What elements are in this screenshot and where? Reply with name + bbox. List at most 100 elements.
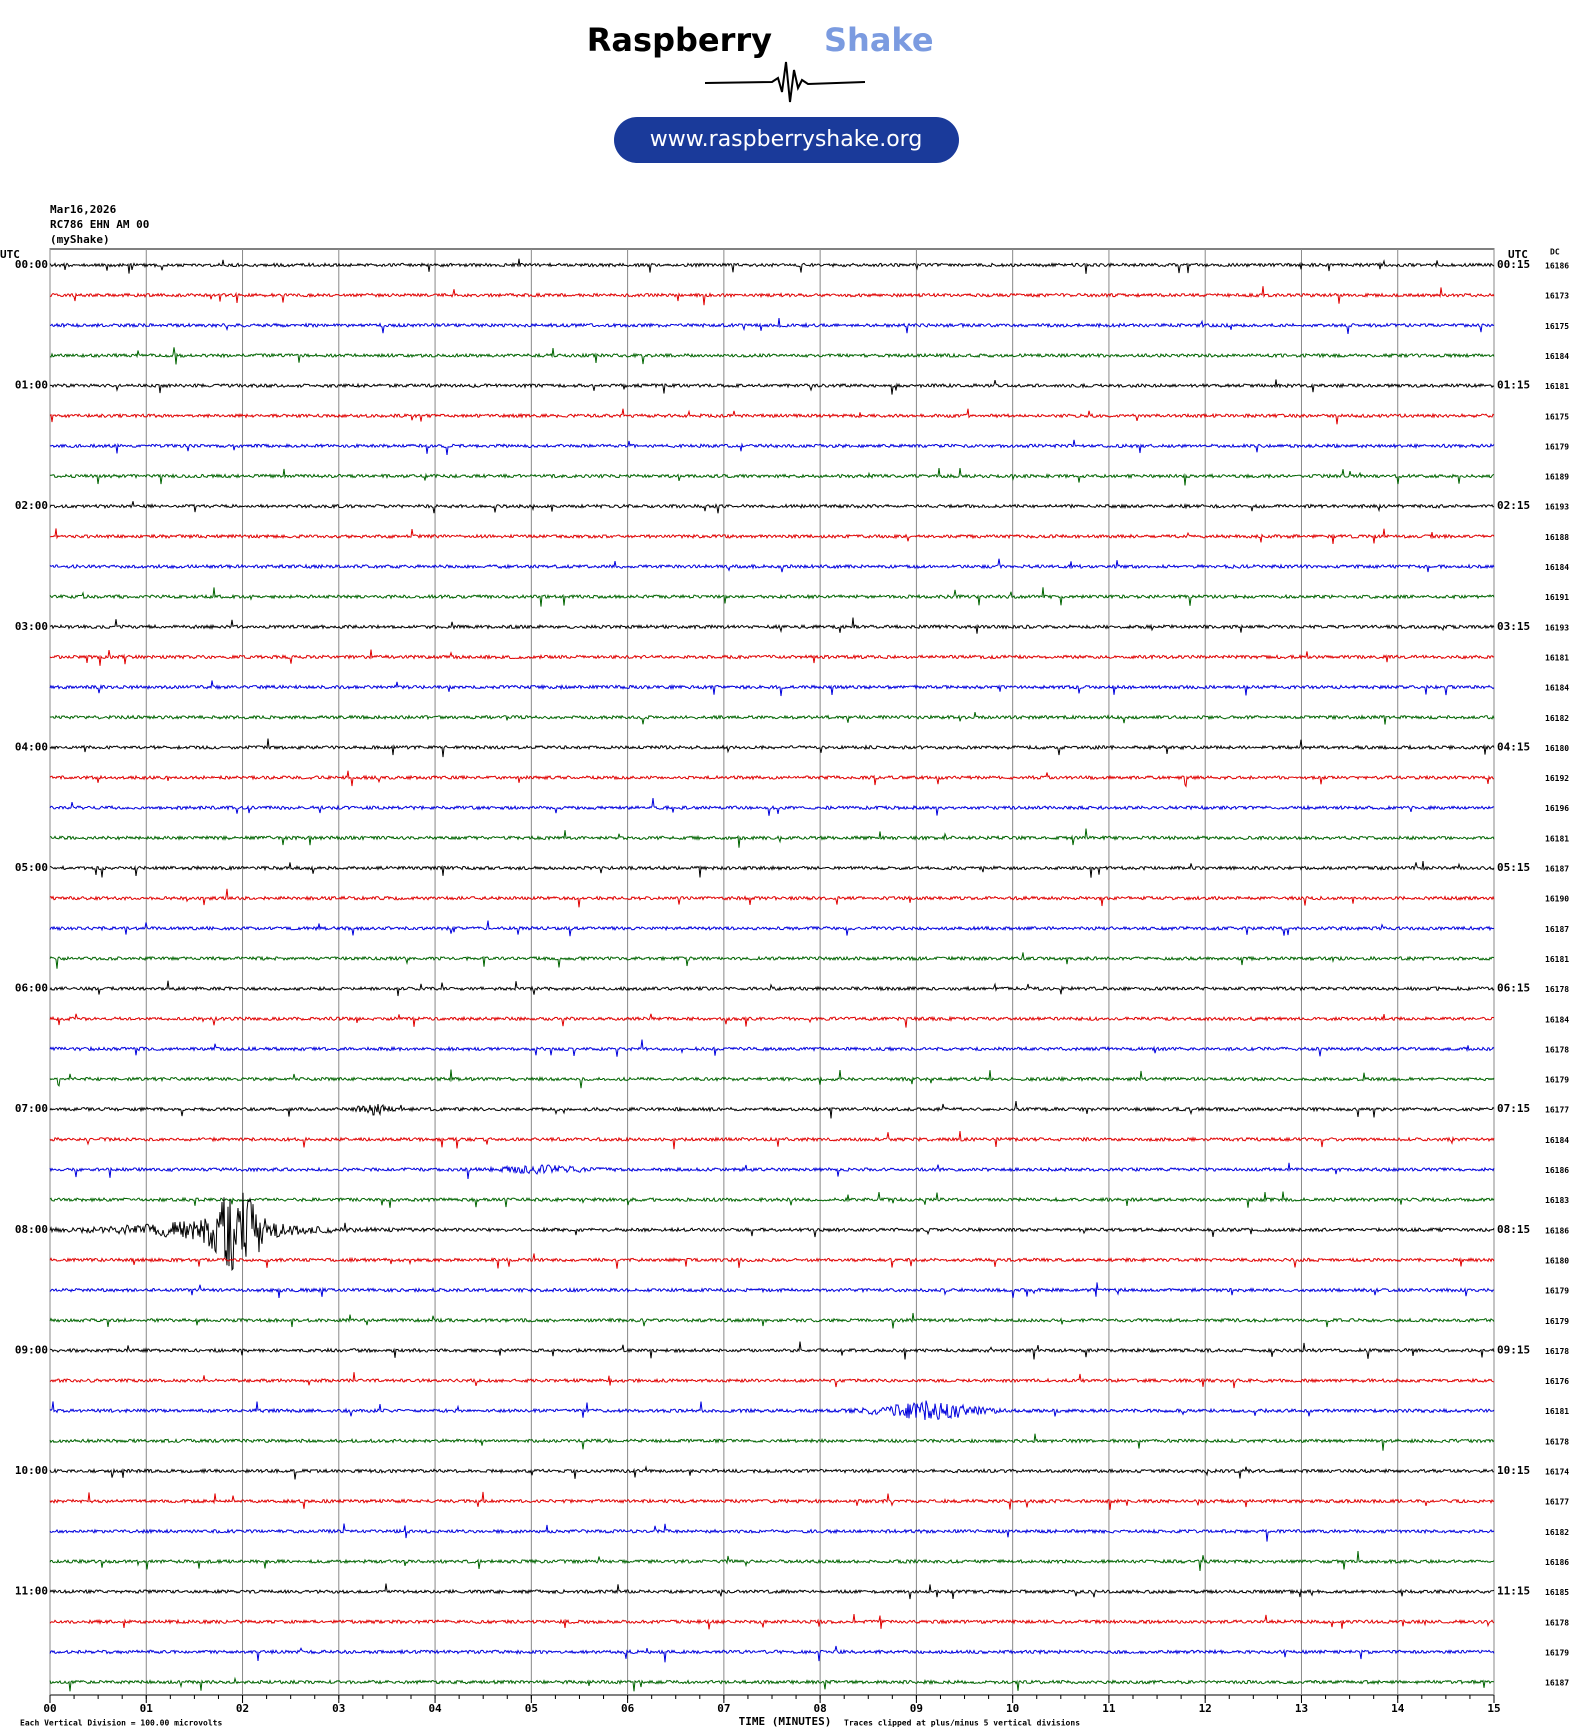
x-tick-label: 01 [140, 1702, 154, 1715]
trace [49, 1131, 1495, 1150]
trace [49, 558, 1495, 573]
x-tick-label: 09 [910, 1702, 923, 1715]
dc-value: 16180 [1545, 1256, 1569, 1265]
row-time-right: 07:15 [1497, 1102, 1530, 1115]
dc-value: 16184 [1545, 352, 1569, 361]
trace [49, 797, 1495, 816]
x-tick-label: 15 [1487, 1702, 1500, 1715]
row-time-right: 06:15 [1497, 982, 1530, 995]
scale-note: Each Vertical Division = 100.00 microvol… [20, 1718, 222, 1728]
row-time-left: 03:00 [15, 620, 48, 633]
dc-value: 16186 [1545, 1166, 1569, 1175]
trace [49, 711, 1495, 725]
row-time-left: 11:00 [15, 1585, 48, 1598]
dc-value: 16176 [1545, 1377, 1569, 1386]
clip-note: Traces clipped at plus/minus 5 vertical … [844, 1718, 1080, 1728]
trace [49, 1523, 1495, 1542]
dc-value: 16177 [1545, 1498, 1569, 1507]
trace [49, 379, 1495, 395]
x-tick-label: 11 [1102, 1702, 1116, 1715]
trace [49, 1341, 1495, 1360]
trace [49, 1253, 1495, 1269]
dc-value: 16193 [1545, 623, 1569, 632]
trace [49, 1162, 1495, 1179]
row-time-right: 08:15 [1497, 1223, 1530, 1236]
trace [49, 1192, 1495, 1272]
dc-value: 16186 [1545, 1226, 1569, 1235]
dc-value: 16184 [1545, 563, 1569, 572]
dc-value: 16181 [1545, 382, 1569, 391]
dc-value: 16187 [1545, 925, 1569, 934]
dc-value: 16179 [1545, 1648, 1569, 1657]
trace [49, 1614, 1495, 1630]
trace [49, 258, 1495, 274]
right-axis-title: UTC [1508, 248, 1528, 261]
trace [49, 468, 1495, 486]
trace [49, 828, 1495, 848]
trace [49, 587, 1495, 607]
trace [49, 617, 1495, 634]
header-line: RC786 EHN AM 00 [50, 218, 149, 231]
dc-value: 16184 [1545, 684, 1569, 693]
row-time-right: 05:15 [1497, 861, 1530, 874]
dc-value: 16188 [1545, 533, 1569, 542]
dc-value: 16180 [1545, 744, 1569, 753]
trace [49, 1491, 1495, 1510]
row-time-right: 00:15 [1497, 258, 1530, 271]
dc-value: 16178 [1545, 1045, 1569, 1054]
row-time-right: 09:15 [1497, 1343, 1530, 1356]
dc-value: 16182 [1545, 1528, 1569, 1537]
header-line: (myShake) [50, 233, 110, 246]
row-time-right: 10:15 [1497, 1464, 1530, 1477]
trace [49, 1400, 1495, 1421]
brand-first: Raspberry [587, 21, 772, 59]
trace [49, 738, 1495, 758]
trace [49, 680, 1495, 697]
row-time-right: 01:15 [1497, 379, 1530, 392]
dc-value: 16186 [1545, 1558, 1569, 1567]
dc-value: 16175 [1545, 322, 1569, 331]
dc-title: DC [1550, 248, 1560, 257]
trace [49, 1101, 1495, 1119]
x-tick-label: 06 [621, 1702, 635, 1715]
dc-value: 16181 [1545, 1407, 1569, 1416]
x-tick-label: 12 [1199, 1702, 1212, 1715]
trace [49, 1069, 1495, 1089]
trace [49, 1282, 1495, 1298]
trace [49, 286, 1495, 306]
trace [49, 318, 1495, 334]
dc-value: 16178 [1545, 1437, 1569, 1446]
row-time-right: 11:15 [1497, 1585, 1530, 1598]
row-time-left: 04:00 [15, 740, 48, 753]
dc-value: 16185 [1545, 1588, 1569, 1597]
row-time-right: 03:15 [1497, 620, 1530, 633]
x-tick-label: 07 [717, 1702, 730, 1715]
trace [49, 439, 1495, 455]
logo-wave [704, 61, 866, 103]
row-time-left: 06:00 [15, 982, 48, 995]
row-time-right: 04:15 [1497, 740, 1530, 753]
x-tick-label: 05 [525, 1702, 538, 1715]
trace [49, 1013, 1495, 1028]
brand-second: Shake [824, 21, 934, 59]
row-time-right: 02:15 [1497, 499, 1530, 512]
row-time-left: 09:00 [15, 1343, 48, 1356]
x-tick-label: 03 [332, 1702, 345, 1715]
trace [49, 1645, 1495, 1663]
url-pill [614, 117, 959, 163]
trace [49, 920, 1495, 937]
dc-value: 16175 [1545, 412, 1569, 421]
dc-value: 16179 [1545, 442, 1569, 451]
dc-value: 16183 [1545, 1196, 1569, 1205]
trace [49, 861, 1495, 878]
trace [49, 501, 1495, 514]
dc-value: 16173 [1545, 292, 1569, 301]
x-tick-label: 02 [236, 1702, 249, 1715]
dc-value: 16187 [1545, 1679, 1569, 1688]
trace [49, 1039, 1495, 1057]
dc-value: 16179 [1545, 1317, 1569, 1326]
dc-value: 16184 [1545, 1136, 1569, 1145]
dc-value: 16186 [1545, 262, 1569, 271]
dc-value: 16187 [1545, 865, 1569, 874]
dc-value: 16191 [1545, 593, 1569, 602]
